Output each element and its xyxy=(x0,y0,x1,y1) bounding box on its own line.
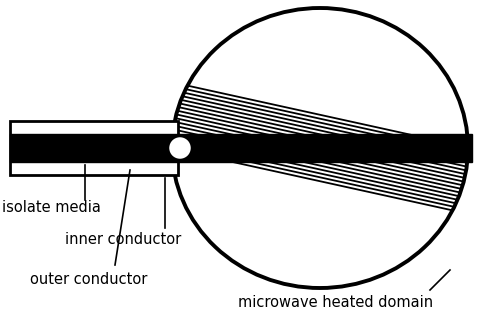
Bar xyxy=(10,121,178,175)
Ellipse shape xyxy=(172,8,468,288)
Text: isolate media: isolate media xyxy=(2,200,101,215)
Text: microwave heated domain: microwave heated domain xyxy=(238,295,433,310)
Bar xyxy=(10,134,472,162)
Text: outer conductor: outer conductor xyxy=(30,272,148,287)
Circle shape xyxy=(168,136,192,160)
Text: inner conductor: inner conductor xyxy=(65,232,181,247)
